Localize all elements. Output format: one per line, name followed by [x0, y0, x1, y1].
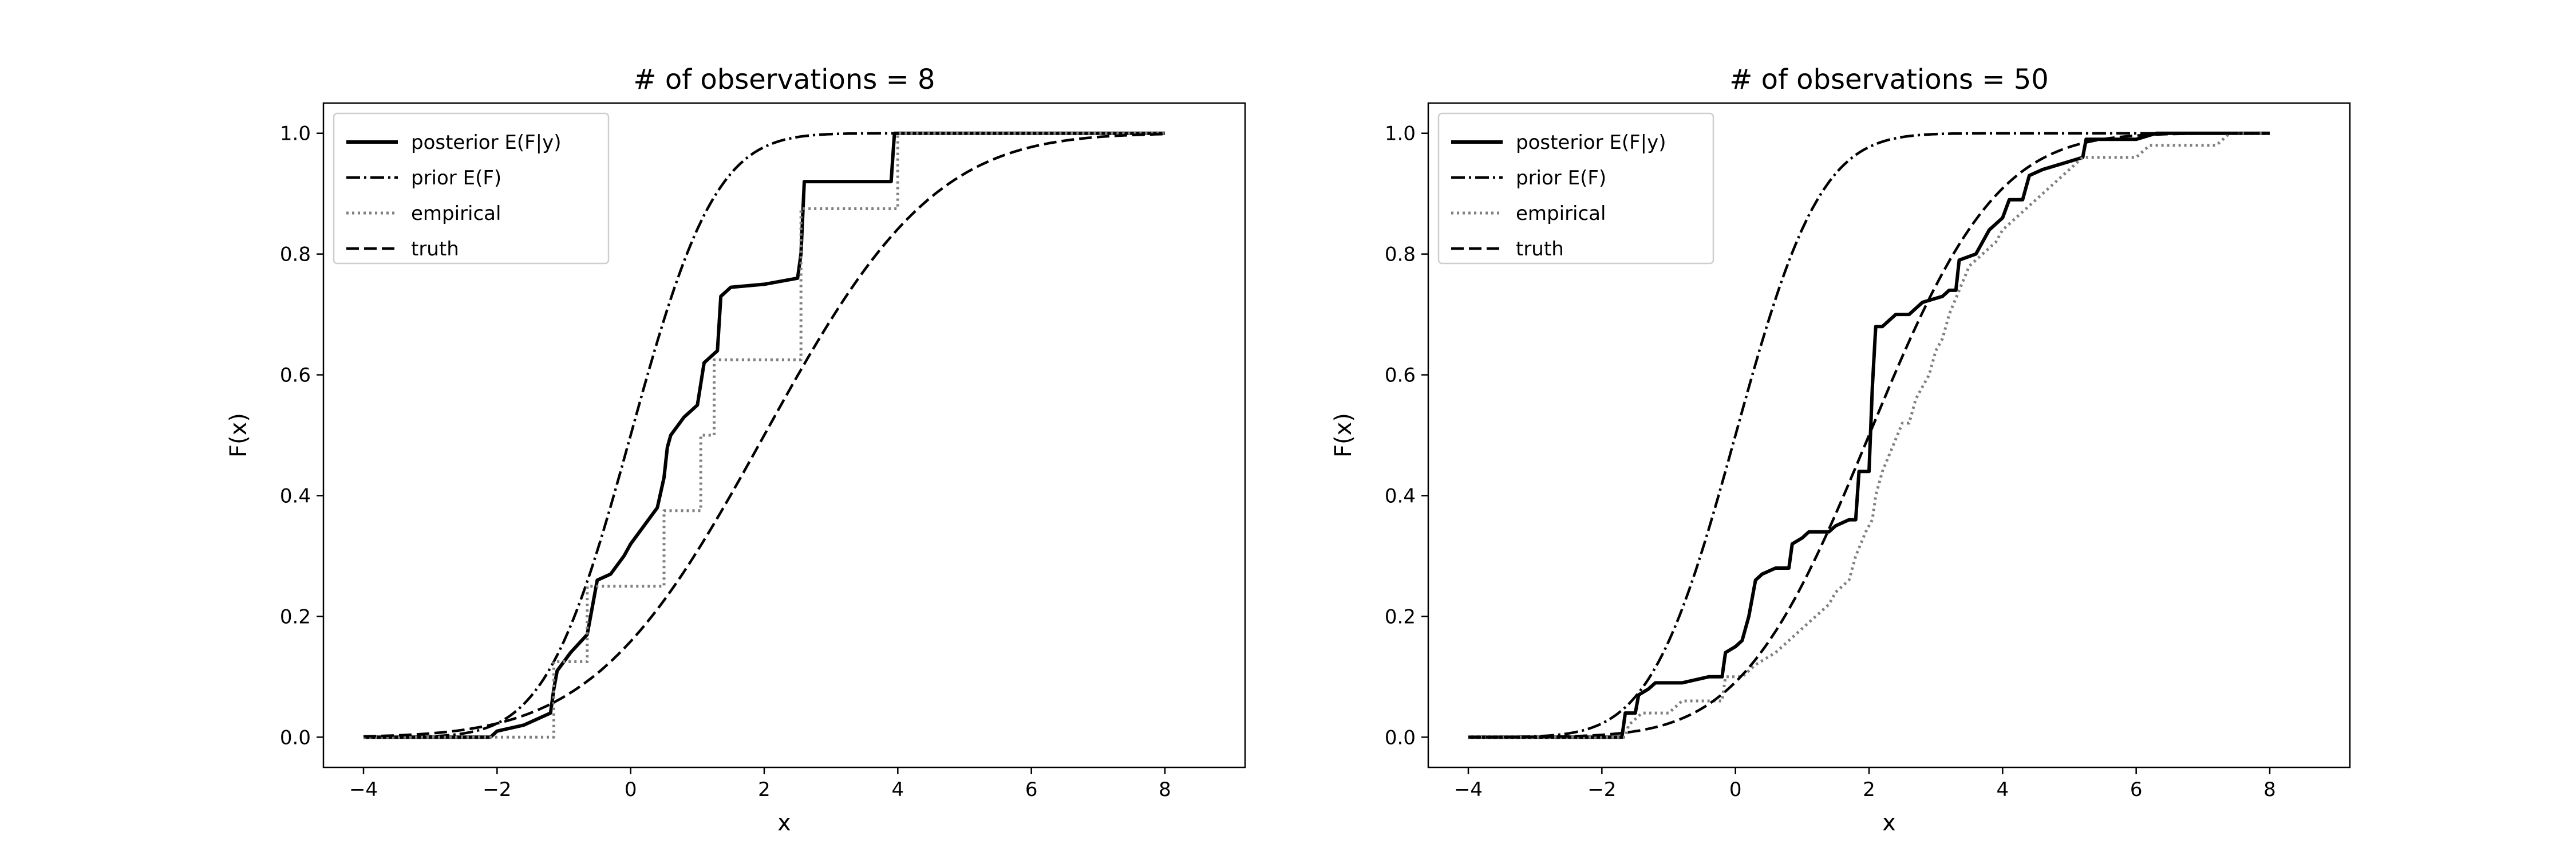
y-tick-label: 0.6 — [280, 364, 311, 387]
x-tick-label: 4 — [892, 778, 904, 801]
x-tick-label: 6 — [1025, 778, 1038, 801]
series-line-posterior-e-f-y — [1468, 131, 2270, 739]
chart-panel-left: −4 −2 0 2 4 6 8 0.0 0.2 0.4 0.6 0.8 1.0 x F(x) # of obs… — [226, 64, 1246, 836]
y-tick-label: 0.6 — [1385, 364, 1416, 387]
y-tick-label: 0.2 — [1385, 605, 1416, 628]
axes-frame — [1427, 102, 2351, 769]
legend-label: empirical — [1516, 202, 1606, 225]
y-tick-label: 0.0 — [280, 726, 311, 749]
legend-box — [1437, 112, 1714, 265]
series-line-truth — [363, 132, 1165, 738]
x-axis-label: x — [1882, 810, 1896, 836]
legend-label: truth — [411, 238, 459, 261]
x-tick-label: 0 — [1729, 778, 1742, 801]
chart-title: # of observations = 50 — [1729, 64, 2049, 96]
series-group — [363, 131, 1165, 739]
legend: posterior E(F|y) prior E(F) empirical truth — [1437, 112, 1714, 265]
x-tick-label: 2 — [758, 778, 771, 801]
x-tick-label: 2 — [1863, 778, 1875, 801]
legend-label: posterior E(F|y) — [1516, 131, 1666, 154]
x-tick-label: 0 — [625, 778, 637, 801]
x-axis-label: x — [777, 810, 791, 836]
y-tick-label: 0.0 — [1385, 726, 1416, 749]
y-axis-label: F(x) — [1330, 413, 1357, 458]
x-tick-label: −2 — [1587, 778, 1616, 801]
y-axis-label: F(x) — [226, 413, 252, 458]
y-tick-label: 0.8 — [1385, 243, 1416, 266]
x-tick-label: 8 — [1159, 778, 1171, 801]
legend-label: prior E(F) — [411, 167, 501, 190]
legend-label: prior E(F) — [1516, 167, 1606, 190]
chart-title: # of observations = 8 — [633, 64, 935, 96]
y-tick-label: 0.4 — [280, 484, 311, 507]
y-tick-label: 0.2 — [280, 605, 311, 628]
series-line-prior-e-f — [1468, 132, 2270, 739]
x-tick-label: −2 — [483, 778, 511, 801]
legend: posterior E(F|y) prior E(F) empirical truth — [333, 112, 610, 265]
x-tick-label: −4 — [1454, 778, 1483, 801]
series-line-empirical — [364, 132, 1165, 739]
series-line-truth — [1468, 132, 2270, 739]
x-tick-label: 6 — [2130, 778, 2143, 801]
y-tick-label: 0.8 — [280, 243, 311, 266]
legend-label: truth — [1516, 238, 1564, 261]
series-group — [1468, 131, 2270, 739]
y-tick-label: 1.0 — [1385, 123, 1416, 145]
axes-frame — [322, 102, 1246, 769]
series-line-posterior-e-f-y — [364, 131, 1165, 739]
legend-box — [333, 112, 610, 265]
legend-label: posterior E(F|y) — [411, 131, 562, 154]
y-tick-label: 0.4 — [1385, 484, 1416, 507]
x-tick-label: 4 — [1997, 778, 2009, 801]
x-tick-label: 8 — [2263, 778, 2276, 801]
legend-label: empirical — [411, 202, 501, 225]
series-line-empirical — [1468, 132, 2270, 739]
y-tick-label: 1.0 — [280, 123, 311, 145]
x-tick-label: −4 — [349, 778, 378, 801]
chart-panel-right: −4 −2 0 2 4 6 8 0.0 0.2 0.4 0.6 0.8 1.0 x F(x) # of obs… — [1330, 64, 2351, 836]
